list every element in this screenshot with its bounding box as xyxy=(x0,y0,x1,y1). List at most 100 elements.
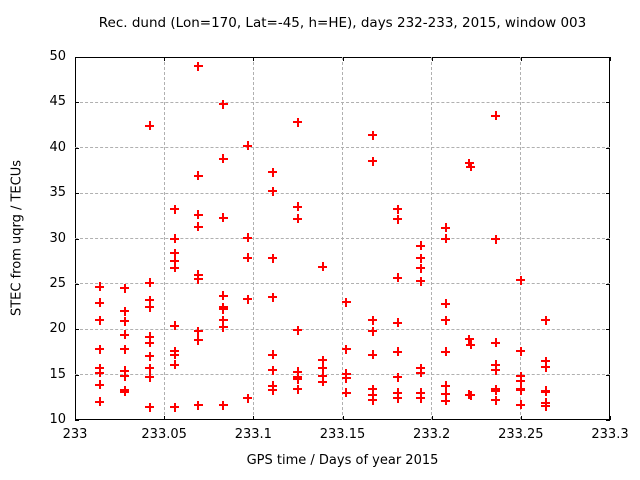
marker-v-bar xyxy=(519,371,522,381)
marker-v-bar xyxy=(148,363,151,373)
y-tick-label: 40 xyxy=(49,139,66,155)
marker-v-bar xyxy=(197,335,200,345)
data-point-marker xyxy=(541,387,551,397)
marker-v-bar xyxy=(98,282,101,292)
marker-v-bar xyxy=(296,214,299,224)
data-point-marker xyxy=(393,347,403,357)
marker-v-bar xyxy=(519,400,522,410)
data-point-marker xyxy=(393,318,403,328)
marker-v-bar xyxy=(246,141,249,151)
y-tick-label: 45 xyxy=(49,94,66,110)
data-point-marker xyxy=(466,162,476,172)
data-point-marker xyxy=(441,223,451,233)
marker-v-bar xyxy=(396,372,399,382)
marker-v-bar xyxy=(123,387,126,397)
data-point-marker xyxy=(393,372,403,382)
marker-v-bar xyxy=(544,387,547,397)
marker-v-bar xyxy=(271,365,274,375)
marker-v-bar xyxy=(494,111,497,121)
marker-v-bar xyxy=(519,346,522,356)
marker-v-bar xyxy=(98,344,101,354)
marker-v-bar xyxy=(419,241,422,251)
data-point-marker xyxy=(243,393,253,403)
marker-v-bar xyxy=(271,350,274,360)
data-point-marker xyxy=(95,344,105,354)
data-point-marker xyxy=(416,241,426,251)
data-point-marker xyxy=(464,158,474,168)
data-point-marker xyxy=(368,350,378,360)
data-point-marker xyxy=(170,263,180,273)
data-point-marker xyxy=(268,186,278,196)
data-point-marker xyxy=(368,315,378,325)
marker-v-bar xyxy=(396,273,399,283)
data-point-marker xyxy=(441,389,451,399)
data-point-marker xyxy=(293,325,303,335)
marker-v-bar xyxy=(148,295,151,305)
x-tick-mark xyxy=(164,416,166,420)
marker-v-bar xyxy=(123,306,126,316)
marker-v-bar xyxy=(469,162,472,172)
x-tick-mark xyxy=(75,416,76,420)
marker-v-bar xyxy=(222,213,225,223)
data-point-marker xyxy=(95,380,105,390)
marker-v-bar xyxy=(123,283,126,293)
data-point-marker xyxy=(491,365,501,375)
data-point-marker xyxy=(218,322,228,332)
x-tick-mark xyxy=(253,57,255,61)
marker-v-bar xyxy=(271,385,274,395)
data-point-marker xyxy=(95,363,105,373)
x-tick-mark xyxy=(342,57,344,61)
marker-v-bar xyxy=(197,400,200,410)
data-point-marker xyxy=(95,282,105,292)
marker-v-bar xyxy=(271,167,274,177)
marker-v-bar xyxy=(246,233,249,243)
y-tick-label: 20 xyxy=(49,321,66,337)
marker-v-bar xyxy=(148,372,151,382)
data-point-marker xyxy=(243,233,253,243)
data-point-marker xyxy=(441,396,451,406)
marker-v-bar xyxy=(468,158,471,168)
marker-v-bar xyxy=(98,315,101,325)
data-point-marker xyxy=(268,167,278,177)
data-point-marker xyxy=(416,363,426,373)
data-point-marker xyxy=(491,360,501,370)
marker-v-bar xyxy=(296,117,299,127)
data-point-marker xyxy=(541,356,551,366)
data-point-marker xyxy=(368,130,378,140)
marker-v-bar xyxy=(419,276,422,286)
data-point-marker xyxy=(145,402,155,412)
x-tick-label: 233.15 xyxy=(319,427,366,442)
marker-v-bar xyxy=(494,365,497,375)
marker-v-bar xyxy=(173,360,176,370)
marker-v-bar xyxy=(396,393,399,403)
data-point-marker xyxy=(193,400,203,410)
marker-v-bar xyxy=(246,294,249,304)
marker-v-bar xyxy=(396,204,399,214)
y-tick-label: 35 xyxy=(49,185,66,201)
data-point-marker xyxy=(218,304,228,314)
gridline-vertical xyxy=(163,57,165,420)
data-point-marker xyxy=(170,204,180,214)
marker-v-bar xyxy=(173,256,176,266)
data-point-marker xyxy=(441,381,451,390)
marker-v-bar xyxy=(98,298,101,308)
data-point-marker xyxy=(193,222,203,232)
x-tick-mark xyxy=(520,416,522,420)
data-point-marker xyxy=(318,377,328,387)
marker-v-bar xyxy=(321,262,324,272)
y-tick-mark xyxy=(75,329,79,331)
marker-v-bar xyxy=(173,248,176,258)
data-point-marker xyxy=(516,346,526,356)
data-point-marker xyxy=(218,315,228,325)
y-tick-mark xyxy=(75,57,79,58)
data-point-marker xyxy=(120,344,130,354)
marker-v-bar xyxy=(173,204,176,214)
data-point-marker xyxy=(120,316,130,326)
data-point-marker xyxy=(268,292,278,302)
data-point-marker xyxy=(293,384,303,394)
x-tick-mark xyxy=(75,57,76,61)
marker-v-bar xyxy=(173,350,176,360)
data-point-marker xyxy=(416,393,426,403)
data-point-marker xyxy=(95,315,105,325)
marker-v-bar xyxy=(197,210,200,220)
